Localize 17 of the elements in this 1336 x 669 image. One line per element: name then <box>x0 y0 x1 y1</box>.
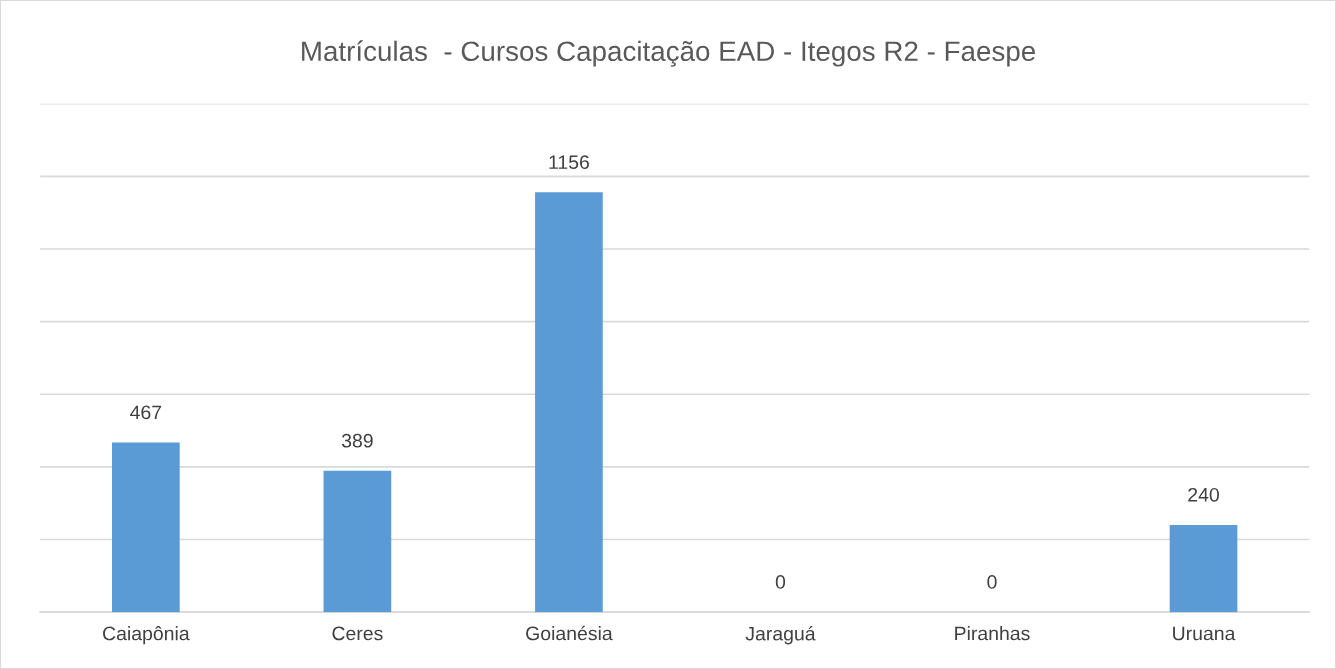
x-tick-label: Goianésia <box>526 625 613 641</box>
x-tick-label: Piranhas <box>955 626 1030 641</box>
x-tick-label: Uruana <box>1173 626 1236 641</box>
chart-title: Matrículas - Cursos Capacitação EAD - Itegos R2 - Faespe <box>302 40 1035 67</box>
data-label: 1156 <box>549 155 589 170</box>
data-label: 0 <box>775 575 786 589</box>
bar <box>323 470 392 613</box>
data-label: 389 <box>341 433 373 448</box>
bar <box>1169 524 1238 613</box>
x-tick-label: Caiapônia <box>103 626 190 645</box>
data-label: 0 <box>987 575 997 589</box>
data-label: 240 <box>1188 487 1219 502</box>
x-tick-label: Ceres <box>332 626 383 641</box>
x-tick-label: Jaraguá <box>745 626 816 645</box>
bar <box>535 192 603 613</box>
data-label: 467 <box>130 405 162 420</box>
bar <box>112 442 180 613</box>
